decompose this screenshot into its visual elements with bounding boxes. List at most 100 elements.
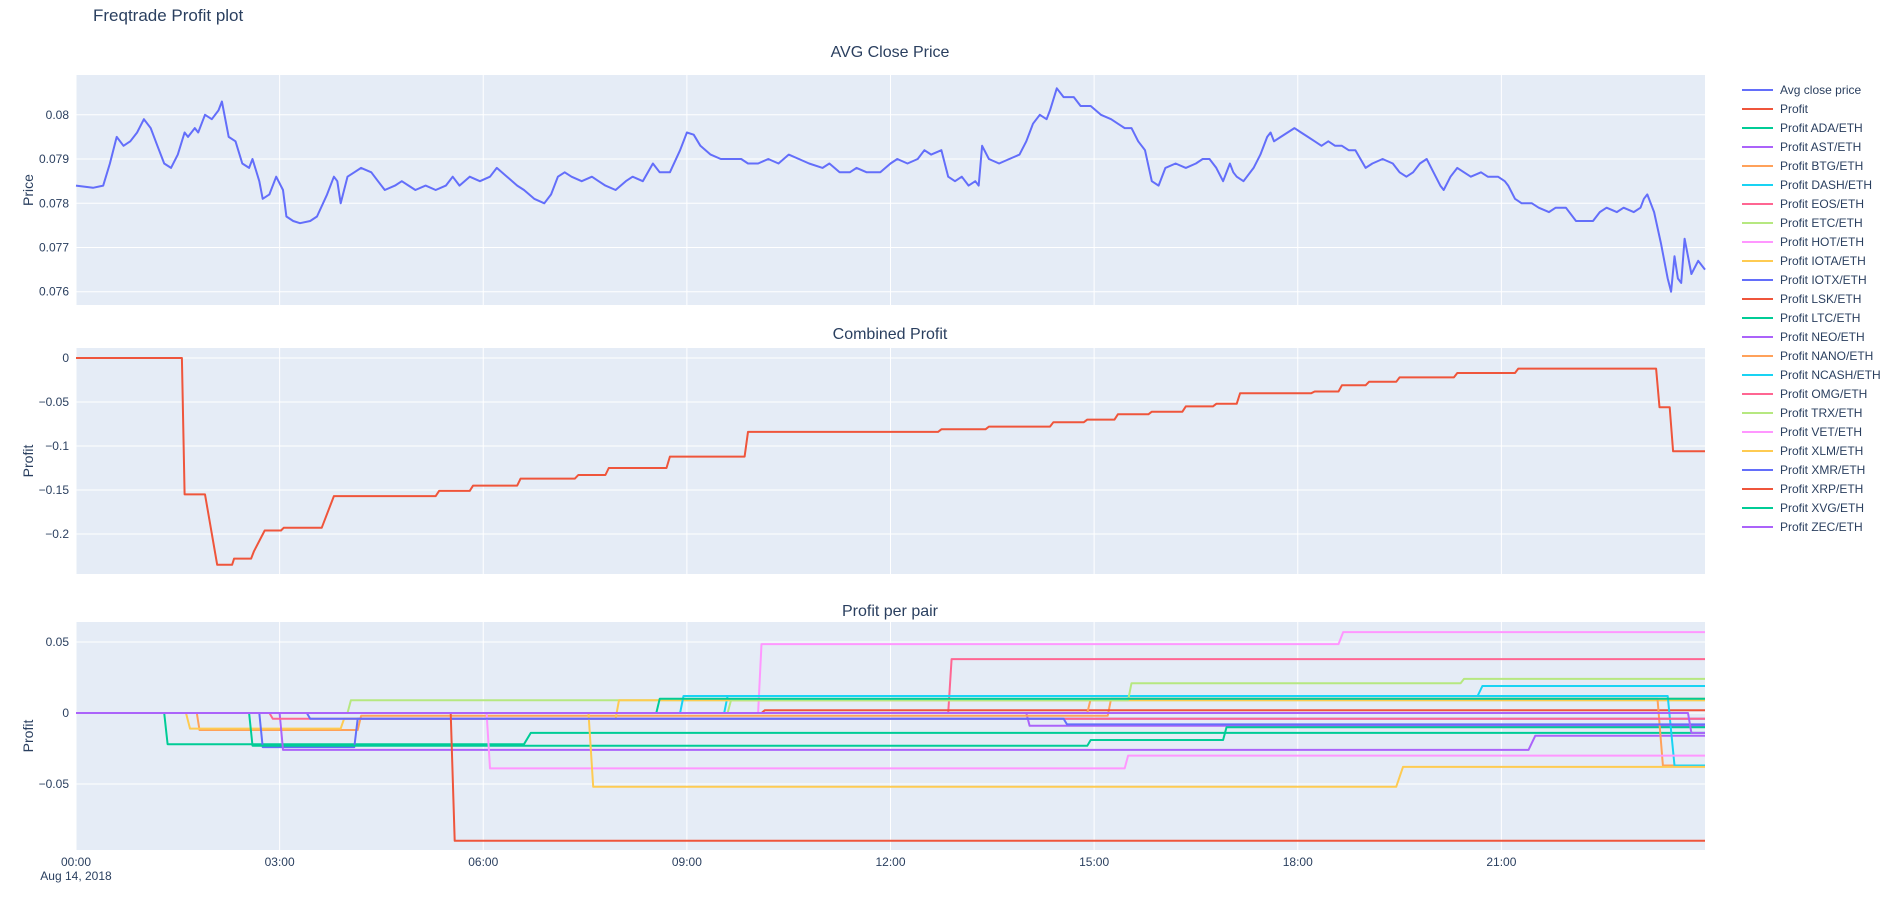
legend-item-label: Profit LTC/ETH [1780,310,1861,325]
legend-line-swatch [1742,164,1773,167]
legend-item-profit-lsk-eth[interactable]: Profit LSK/ETH [1742,289,1896,308]
y-axis-title-profit-pairs: Profit [20,719,36,753]
y-tick-label: −0.1 [45,439,69,453]
series-avg-close-price [75,87,1706,293]
legend-item-profit-xvg-eth[interactable]: Profit XVG/ETH [1742,498,1896,517]
subplot-profit-per-pair: 0.05 0 −0.05 [39,622,1705,850]
legend-line-swatch [1742,126,1773,129]
y-tick-label: 0.077 [39,241,69,255]
y-tick-label: 0.076 [39,285,69,299]
legend-item-profit-eos-eth[interactable]: Profit EOS/ETH [1742,194,1896,213]
legend-line-swatch [1742,259,1773,262]
subplot-title-avg-close-price: AVG Close Price [830,44,950,61]
legend-item-profit-btg-eth[interactable]: Profit BTG/ETH [1742,156,1896,175]
series-profit [76,357,1705,566]
x-tick-label: 21:00 [1486,855,1516,869]
legend-line-swatch [1742,297,1773,300]
legend-item-profit-etc-eth[interactable]: Profit ETC/ETH [1742,213,1896,232]
legend-item-label: Profit BTG/ETH [1780,158,1864,173]
legend-item-profit-xmr-eth[interactable]: Profit XMR/ETH [1742,460,1896,479]
legend-item-profit-iotx-eth[interactable]: Profit IOTX/ETH [1742,270,1896,289]
legend-item-profit-xlm-eth[interactable]: Profit XLM/ETH [1742,441,1896,460]
legend-item-label: Profit VET/ETH [1780,424,1863,439]
legend-item-label: Profit XMR/ETH [1780,462,1866,477]
legend-line-swatch [1742,525,1773,528]
legend-item-label: Avg close price [1780,82,1862,97]
subplot-avg-close-price: 0.08 0.079 0.078 0.077 0.076 [39,75,1706,305]
legend-item-label: Profit NEO/ETH [1780,329,1865,344]
legend-item-profit-iota-eth[interactable]: Profit IOTA/ETH [1742,251,1896,270]
legend-item-label: Profit NCASH/ETH [1780,367,1881,382]
legend-line-swatch [1742,449,1773,452]
x-tick-label: 15:00 [1079,855,1109,869]
x-tick-label: 18:00 [1283,855,1313,869]
x-axis: 00:00 03:00 06:00 09:00 12:00 15:00 18:00 21:00 [61,855,1517,869]
legend-item-profit-ast-eth[interactable]: Profit AST/ETH [1742,137,1896,156]
legend-line-swatch [1742,468,1773,471]
legend-item-label: Profit EOS/ETH [1780,196,1865,211]
y-tick-label: −0.05 [39,777,70,791]
legend-line-swatch [1742,392,1773,395]
legend-item-label: Profit OMG/ETH [1780,386,1868,401]
legend-line-swatch [1742,487,1773,490]
legend-item-profit-ada-eth[interactable]: Profit ADA/ETH [1742,118,1896,137]
series-profit-zec-eth [76,712,1705,734]
legend-item-label: Profit XVG/ETH [1780,500,1865,515]
legend-item-profit-xrp-eth[interactable]: Profit XRP/ETH [1742,479,1896,498]
legend-item-profit-ltc-eth[interactable]: Profit LTC/ETH [1742,308,1896,327]
legend-line-swatch [1742,183,1773,186]
legend-item-avg-close-price[interactable]: Avg close price [1742,80,1896,99]
legend-item-profit-hot-eth[interactable]: Profit HOT/ETH [1742,232,1896,251]
legend-item-label: Profit TRX/ETH [1780,405,1863,420]
legend-line-swatch [1742,107,1773,110]
y-axis-title-price: Price [20,174,36,206]
legend-item-label: Profit [1780,101,1809,116]
y-tick-label: 0.078 [39,196,69,210]
legend-line-swatch [1742,373,1773,376]
legend-item-label: Profit LSK/ETH [1780,291,1862,306]
x-tick-label: 12:00 [875,855,905,869]
legend-line-swatch [1742,88,1773,91]
legend-item-label: Profit AST/ETH [1780,139,1862,154]
legend-item-label: Profit IOTA/ETH [1780,253,1866,268]
x-tick-label: 09:00 [672,855,702,869]
y-axis-title-profit-combined: Profit [20,444,36,478]
legend-item-label: Profit NANO/ETH [1780,348,1874,363]
x-axis-date-label: Aug 14, 2018 [40,869,112,883]
legend-line-swatch [1742,316,1773,319]
series-profit-ltc-eth [76,712,1705,747]
legend-item-profit-vet-eth[interactable]: Profit VET/ETH [1742,422,1896,441]
x-tick-label: 06:00 [468,855,498,869]
y-tick-label: −0.15 [39,483,70,497]
y-tick-label: 0.079 [39,152,69,166]
legend-item-profit-zec-eth[interactable]: Profit ZEC/ETH [1742,517,1896,536]
legend-line-swatch [1742,240,1773,243]
series-profit-iota-eth [76,699,1705,730]
legend-item-label: Profit XLM/ETH [1780,443,1864,458]
subplot-combined-profit: 0 −0.05 −0.1 −0.15 −0.2 [39,348,1705,574]
x-tick-label: 03:00 [265,855,295,869]
legend-line-swatch [1742,411,1773,414]
series-profit-trx-eth [76,677,1705,714]
legend-item-profit-dash-eth[interactable]: Profit DASH/ETH [1742,175,1896,194]
legend-line-swatch [1742,335,1773,338]
x-tick-label: 00:00 [61,855,91,869]
legend-line-swatch [1742,202,1773,205]
legend-item-profit-trx-eth[interactable]: Profit TRX/ETH [1742,403,1896,422]
subplot-title-combined-profit: Combined Profit [832,326,948,343]
legend-item-profit-nano-eth[interactable]: Profit NANO/ETH [1742,346,1896,365]
series-profit-btg-eth [76,697,1705,731]
y-tick-label: 0 [62,351,69,365]
y-tick-label: 0 [62,706,69,720]
y-tick-label: 0.08 [46,108,70,122]
legend-item-label: Profit ADA/ETH [1780,120,1863,135]
legend-item-label: Profit XRP/ETH [1780,481,1864,496]
legend-item-label: Profit IOTX/ETH [1780,272,1867,287]
legend-item-profit-ncash-eth[interactable]: Profit NCASH/ETH [1742,365,1896,384]
legend-item-profit-omg-eth[interactable]: Profit OMG/ETH [1742,384,1896,403]
legend-item-profit[interactable]: Profit [1742,99,1896,118]
legend-item-profit-neo-eth[interactable]: Profit NEO/ETH [1742,327,1896,346]
legend-item-label: Profit ETC/ETH [1780,215,1863,230]
legend-item-label: Profit DASH/ETH [1780,177,1873,192]
